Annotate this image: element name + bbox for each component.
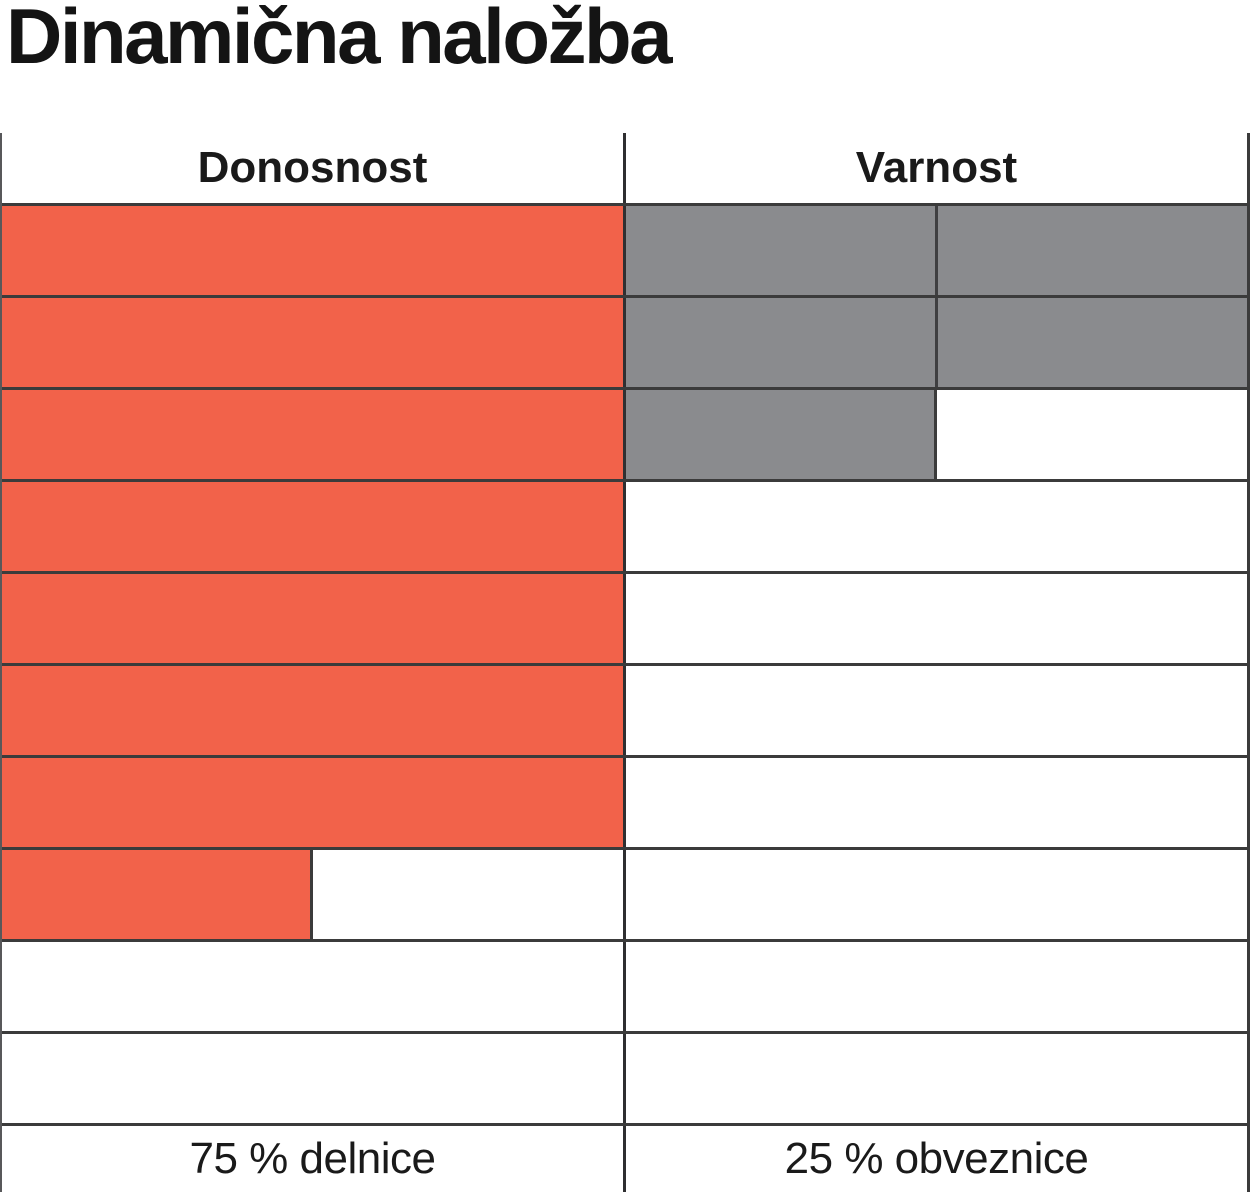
rating-rows: [2, 203, 1247, 1123]
rating-row: [2, 571, 1247, 663]
filled-block: [2, 574, 623, 663]
column-header-donosnost: Donosnost: [197, 143, 428, 192]
page-title: Dinamična naložba: [6, 0, 673, 80]
column-header-varnost: Varnost: [623, 133, 1247, 203]
rating-cell-varnost: [623, 298, 1247, 387]
rating-table: Donosnost Varnost 75 % delnice 25 % obve…: [0, 133, 1250, 1192]
rating-cell-donosnost: [2, 574, 623, 663]
rating-cell-varnost: [623, 574, 1247, 663]
rating-cell-varnost: [623, 1034, 1247, 1123]
rating-cell-donosnost: [2, 482, 623, 571]
filled-block: [2, 482, 623, 571]
rating-row: [2, 1031, 1247, 1123]
footer-label-obveznice: 25 % obveznice: [623, 1126, 1247, 1192]
table-header-row: Donosnost Varnost: [2, 133, 1247, 203]
rating-cell-donosnost: [2, 942, 623, 1031]
filled-block: [2, 666, 623, 755]
footer-label-delnice: 75 % delnice: [189, 1134, 436, 1183]
filled-block: [2, 390, 623, 479]
rating-row: [2, 479, 1247, 571]
cell-divider-line: [934, 206, 938, 295]
rating-cell-donosnost: [2, 850, 623, 939]
rating-row: [2, 387, 1247, 479]
rating-cell-varnost: [623, 390, 1247, 479]
rating-row: [2, 295, 1247, 387]
rating-cell-donosnost: [2, 666, 623, 755]
rating-row: [2, 939, 1247, 1031]
rating-row: [2, 755, 1247, 847]
rating-cell-varnost: [623, 206, 1247, 295]
filled-block: [2, 298, 623, 387]
cell-divider-line: [934, 298, 938, 387]
filled-block-partial: [626, 390, 937, 479]
rating-cell-donosnost: [2, 390, 623, 479]
rating-row: [2, 203, 1247, 295]
rating-cell-donosnost: [2, 1034, 623, 1123]
rating-cell-varnost: [623, 758, 1247, 847]
rating-cell-donosnost: [2, 298, 623, 387]
filled-block-partial: [2, 850, 313, 939]
rating-cell-varnost: [623, 942, 1247, 1031]
rating-cell-varnost: [623, 482, 1247, 571]
filled-block: [2, 206, 623, 295]
rating-cell-varnost: [623, 850, 1247, 939]
rating-cell-varnost: [623, 666, 1247, 755]
rating-row: [2, 847, 1247, 939]
rating-row: [2, 663, 1247, 755]
rating-cell-donosnost: [2, 206, 623, 295]
table-footer-row: 75 % delnice 25 % obveznice: [2, 1123, 1247, 1192]
filled-block: [2, 758, 623, 847]
rating-cell-donosnost: [2, 758, 623, 847]
